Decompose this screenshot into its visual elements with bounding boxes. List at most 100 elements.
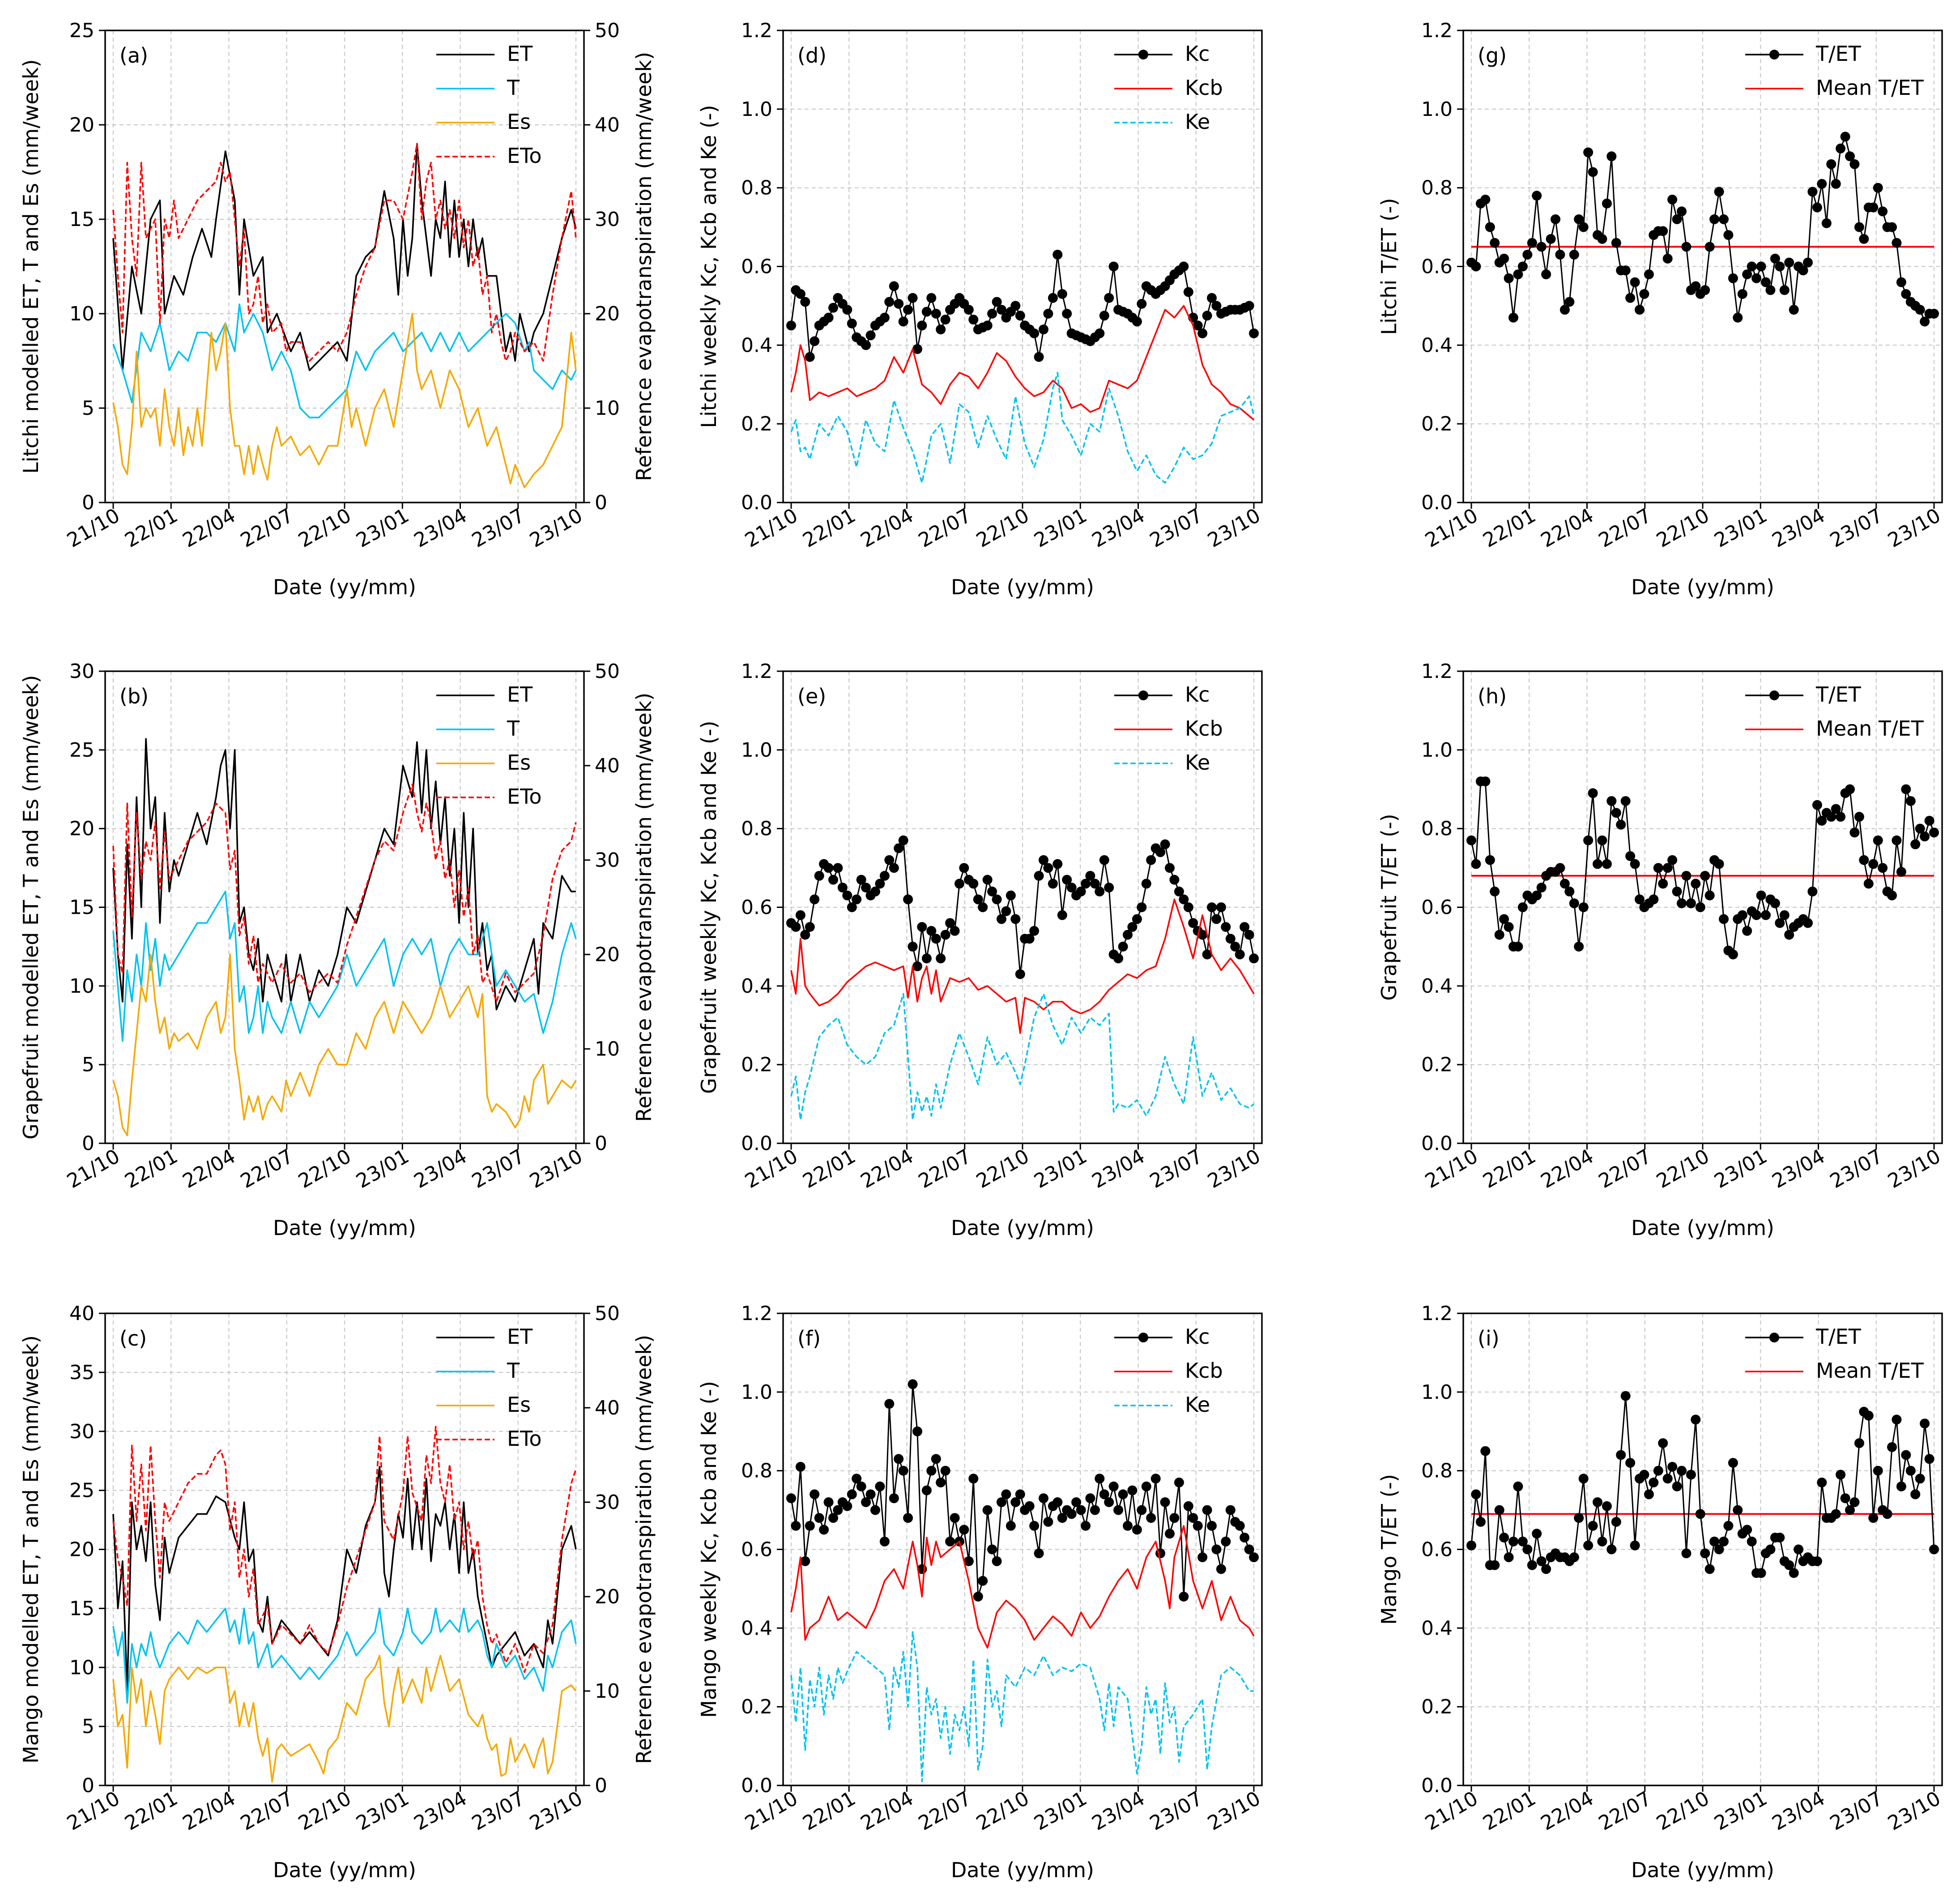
data-point [1719,214,1729,224]
data-series [1466,132,1939,327]
data-point [1882,1509,1892,1519]
data-point [861,882,871,893]
data-point [1686,1470,1696,1480]
legend-label-2: Es [507,1393,531,1417]
series-eto [112,143,577,362]
data-point [1812,800,1822,810]
data-point [926,926,937,936]
y2-axis-label: Reference evapotranspiration (mm/week) [632,1335,656,1764]
data-point [1541,269,1551,280]
data-point [963,305,974,315]
data-point [884,855,895,865]
x-tick-label-8: 23/10 [1204,504,1264,552]
data-point [1048,878,1058,889]
data-point [1859,855,1869,865]
data-point [1085,871,1095,881]
series-line [112,143,577,371]
data-point [819,1525,829,1535]
data-point [1849,1497,1860,1507]
series-line [112,1607,577,1704]
data-point [1137,1505,1147,1515]
y-tick-label-5: 1.0 [1421,739,1453,762]
data-point [1611,808,1621,818]
data-point [1066,882,1077,893]
y-tick-label-1: 5 [82,1715,94,1738]
data-point [1658,226,1668,236]
y-tick-label-6: 1.2 [741,660,772,683]
data-point [1588,788,1598,798]
series-ke [790,372,1255,484]
data-point [973,1592,983,1602]
x-tick-label-1: 22/01 [121,1787,181,1835]
data-point [1099,855,1109,865]
x-axis-label: Date (yy/mm) [951,1216,1094,1240]
y-axis-label: Litchi T/ET (-) [1377,198,1401,335]
y-tick-label-0: 0 [82,491,94,514]
data-point [1057,910,1067,920]
panel-i: 0.0 0.2 0.4 0.6 0.8 1.0 1.2 Mango T/ET (-) 21/10… [1377,1302,1945,1882]
data-point [1532,890,1542,901]
data-point [1728,273,1738,283]
data-point [1564,297,1575,307]
x-tick-label-3: 22/07 [1595,504,1655,552]
y-tick-label-5: 1.0 [741,98,772,121]
data-point [1644,1489,1654,1500]
data-point [1854,1438,1864,1448]
data-point [1677,898,1687,908]
data-point [1494,1505,1504,1515]
data-point [1146,855,1156,865]
data-series [112,738,577,1137]
y-axis: 0.0 0.2 0.4 0.6 0.8 1.0 1.2 Grapefruit T/ET (-) [1377,660,1463,1155]
y-tick-label-4: 20 [69,114,94,136]
data-point [1714,1544,1724,1555]
data-point [1513,269,1523,280]
data-point [1197,1552,1208,1563]
data-point [810,1489,820,1500]
data-point [1662,863,1673,873]
data-point [1817,1478,1827,1487]
data-point [1569,250,1579,260]
data-point [1606,151,1617,162]
y2-tick-label-5: 50 [595,19,620,42]
data-point [1677,1465,1687,1476]
data-point [1490,1560,1500,1570]
x-tick-label-2: 22/04 [857,1787,917,1835]
y-tick-label-8: 40 [69,1302,94,1325]
x-tick-label-3: 22/07 [915,504,975,552]
data-point [1052,859,1063,869]
panel-label: (b) [119,684,149,708]
data-point [1085,1493,1095,1504]
data-point [1620,265,1631,276]
data-point [936,953,946,963]
data-point [1667,195,1678,204]
data-point [1672,1481,1682,1491]
data-point [1244,301,1254,311]
data-point [1127,922,1138,932]
x-tick-label-4: 22/10 [294,504,355,552]
x-axis-label: Date (yy/mm) [1631,1216,1774,1240]
y2-tick-label-1: 10 [595,1680,620,1703]
x-tick-label-2: 22/04 [1537,1145,1598,1193]
data-point [1672,886,1682,897]
data-point [1235,1521,1245,1531]
legend-label-0: T/ET [1815,1325,1862,1349]
data-point [875,1481,885,1491]
data-point [795,289,805,299]
data-point [1202,1505,1212,1515]
data-point [1920,316,1930,327]
data-point [814,871,824,881]
panel-label: (a) [119,43,148,68]
panel-label: (c) [119,1326,147,1350]
data-point [1024,1501,1035,1511]
data-point [921,953,932,963]
data-point [940,315,950,325]
data-point [1066,1509,1077,1519]
series-line [112,143,577,362]
data-point [1541,1564,1551,1574]
x-tick-label-6: 23/04 [410,1787,471,1835]
panel-b: 0 5 10 15 20 25 30 Grapefruit modelled ET, T an… [19,660,656,1240]
x-tick-label-1: 22/01 [121,1145,181,1193]
data-point [1630,1540,1640,1551]
data-point [1578,222,1589,232]
y2-axis-label: Reference evapotranspiration (mm/week) [632,693,656,1122]
